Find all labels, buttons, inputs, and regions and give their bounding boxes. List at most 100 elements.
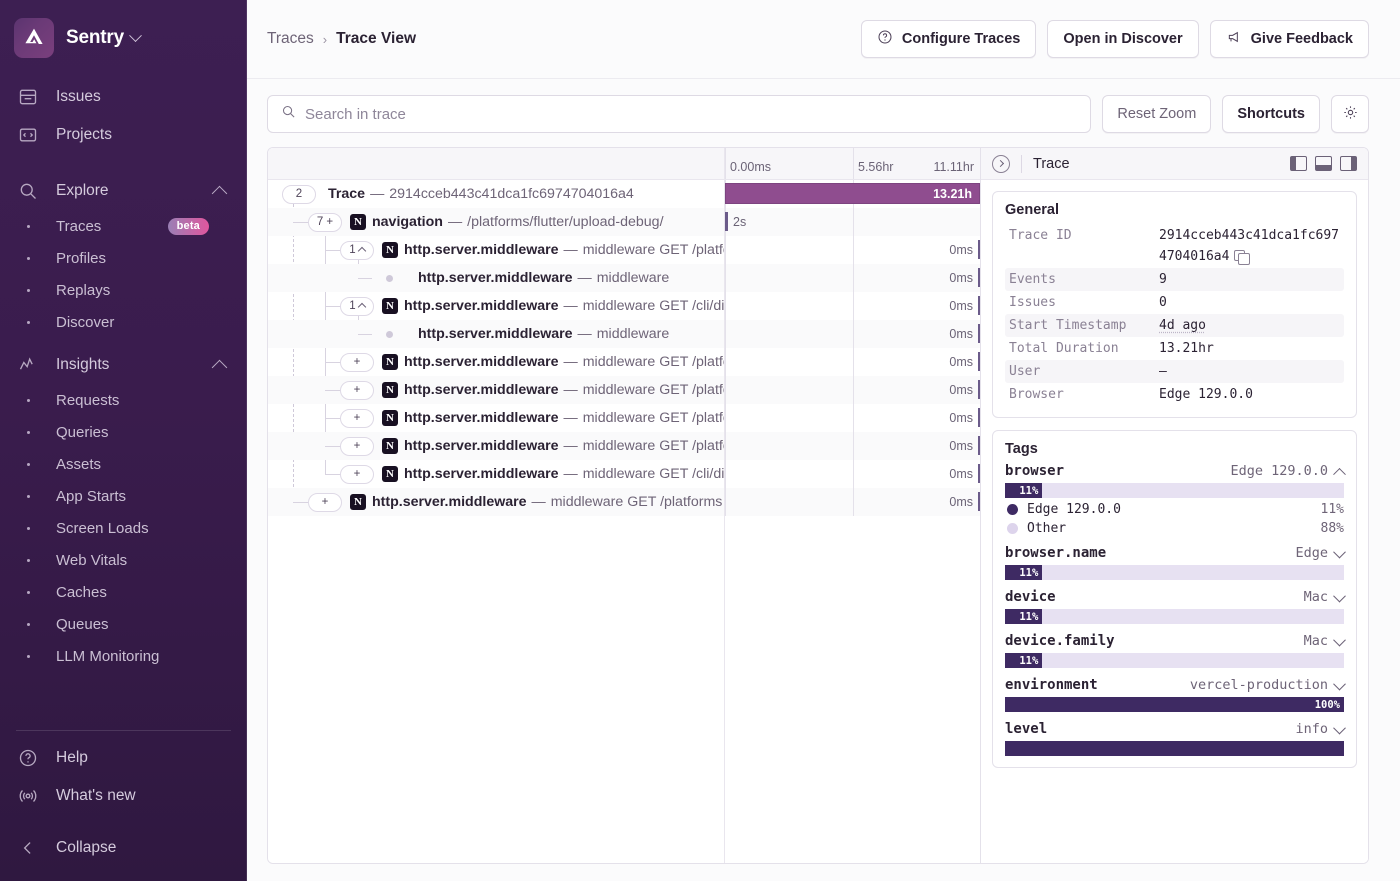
timeline-bar[interactable]	[978, 352, 980, 371]
give-feedback-button[interactable]: Give Feedback	[1209, 20, 1369, 58]
trace-tree-row[interactable]: http.server.middleware — middleware	[268, 320, 724, 348]
expand-button[interactable]: +	[340, 408, 374, 428]
sidebar-item-profiles[interactable]: Profiles	[0, 242, 247, 274]
tag-header[interactable]: device Mac	[1005, 589, 1346, 605]
timeline-bar[interactable]	[978, 380, 980, 399]
sidebar-item-issues[interactable]: Issues	[0, 78, 247, 116]
sidebar-item-app-starts[interactable]: App Starts	[0, 480, 247, 512]
timeline-row[interactable]: 0ms	[725, 488, 980, 516]
sidebar-group-explore[interactable]: Explore	[0, 172, 247, 210]
sidebar-group-insights[interactable]: Insights	[0, 346, 247, 384]
timeline-bar-root[interactable]: 13.21h	[725, 183, 980, 204]
expand-button[interactable]: +	[340, 436, 374, 456]
layout-right-icon[interactable]	[1340, 156, 1357, 171]
trace-tree-row[interactable]: http.server.middleware — middleware	[268, 264, 724, 292]
sidebar-item-help[interactable]: Help	[0, 739, 247, 777]
configure-traces-button[interactable]: Configure Traces	[860, 20, 1037, 58]
open-in-discover-button[interactable]: Open in Discover	[1047, 20, 1199, 58]
sidebar-item-queries[interactable]: Queries	[0, 416, 247, 448]
expand-button[interactable]: +	[340, 464, 374, 484]
org-switcher[interactable]: Sentry	[0, 14, 247, 78]
timeline-bar[interactable]	[978, 324, 980, 343]
timeline-bar[interactable]	[978, 436, 980, 455]
trace-settings-button[interactable]	[1331, 95, 1369, 133]
tag-legend-item[interactable]: Other 88%	[1005, 517, 1344, 536]
tag-header[interactable]: level info	[1005, 721, 1346, 737]
timeline-row[interactable]: 0ms	[725, 404, 980, 432]
search-in-trace[interactable]	[267, 95, 1092, 133]
sidebar-item-caches[interactable]: Caches	[0, 576, 247, 608]
sidebar-item-projects[interactable]: Projects	[0, 116, 247, 154]
child-count-badge[interactable]: 2	[282, 184, 316, 204]
expand-button[interactable]: +	[340, 380, 374, 400]
copy-icon[interactable]	[1234, 250, 1250, 266]
trace-tree-row[interactable]: 2 Trace —2914cceb443c41dca1fc6974704016a4	[268, 180, 724, 208]
expand-button[interactable]: +	[308, 492, 342, 512]
sidebar-item-discover[interactable]: Discover	[0, 306, 247, 338]
collapse-button[interactable]: 1	[340, 296, 374, 316]
separator: —	[563, 242, 578, 258]
chevron-down-icon[interactable]	[1333, 721, 1346, 734]
timeline-bar[interactable]	[725, 212, 728, 231]
tag-header[interactable]: device.family Mac	[1005, 633, 1346, 649]
tag-header[interactable]: browser Edge 129.0.0	[1005, 463, 1346, 481]
trace-row-text: http.server.middleware — middleware GET /c…	[404, 298, 724, 314]
sidebar-item-whats-new[interactable]: What's new	[0, 777, 247, 815]
tag-header[interactable]: browser.name Edge	[1005, 545, 1346, 561]
chevron-down-icon[interactable]	[1333, 677, 1346, 690]
tag-legend-item[interactable]: Edge 129.0.0 11%	[1005, 498, 1344, 517]
chevron-down-icon[interactable]	[1333, 545, 1346, 558]
general-row-value[interactable]: 4d ago	[1159, 318, 1206, 333]
reset-zoom-button[interactable]: Reset Zoom	[1102, 95, 1212, 133]
timeline-bar[interactable]	[978, 492, 980, 511]
timeline-row[interactable]: 0ms	[725, 264, 980, 292]
trace-tree-rows[interactable]: 2 Trace —2914cceb443c41dca1fc6974704016a4 7…	[268, 180, 724, 863]
sidebar-item-web-vitals[interactable]: Web Vitals	[0, 544, 247, 576]
timeline-bar[interactable]	[978, 268, 980, 287]
layout-bottom-icon[interactable]	[1315, 156, 1332, 171]
shortcuts-button[interactable]: Shortcuts	[1222, 95, 1320, 133]
timeline-row[interactable]: 0ms	[725, 432, 980, 460]
child-count-badge[interactable]: 7 +	[308, 212, 342, 232]
timeline-row[interactable]: 0ms	[725, 460, 980, 488]
sidebar-item-queues[interactable]: Queues	[0, 608, 247, 640]
sidebar-item-requests[interactable]: Requests	[0, 384, 247, 416]
sidebar-collapse-button[interactable]: Collapse	[0, 829, 247, 867]
timeline-row[interactable]: 0ms	[725, 236, 980, 264]
chevron-up-icon[interactable]	[1333, 467, 1346, 481]
timeline-row[interactable]: 0ms	[725, 320, 980, 348]
timeline-row[interactable]: 0ms	[725, 376, 980, 404]
expand-button[interactable]: +	[340, 352, 374, 372]
sidebar-item-screen-loads[interactable]: Screen Loads	[0, 512, 247, 544]
breadcrumb-traces[interactable]: Traces	[267, 30, 314, 47]
sidebar-item-assets[interactable]: Assets	[0, 448, 247, 480]
chevron-right-circle-icon[interactable]	[992, 154, 1010, 173]
search-input[interactable]	[305, 105, 1078, 123]
timeline-row[interactable]: 0ms	[725, 292, 980, 320]
chevron-down-icon[interactable]	[1333, 633, 1346, 646]
timeline-bar[interactable]	[978, 240, 980, 259]
timeline-row[interactable]: 0ms	[725, 348, 980, 376]
sidebar-item-replays[interactable]: Replays	[0, 274, 247, 306]
timeline-bar[interactable]	[978, 464, 980, 483]
collapse-button[interactable]: 1	[340, 240, 374, 260]
timeline-row[interactable]: 13.21h	[725, 180, 980, 208]
tag-header[interactable]: environment vercel-production	[1005, 677, 1346, 693]
timeline-bar[interactable]	[978, 408, 980, 427]
layout-left-icon[interactable]	[1290, 156, 1307, 171]
sidebar-item-llm-monitoring[interactable]: LLM Monitoring	[0, 640, 247, 672]
timeline-rows[interactable]: 13.21h 2s 0ms 0ms 0ms 0ms 0ms 0ms 0ms 0ms 0ms 0ms	[725, 180, 980, 863]
sidebar-item-traces[interactable]: Traces beta	[0, 210, 247, 242]
chevron-down-icon[interactable]	[1333, 589, 1346, 602]
timeline-row[interactable]: 2s	[725, 208, 980, 236]
timeline-bar[interactable]	[978, 296, 980, 315]
